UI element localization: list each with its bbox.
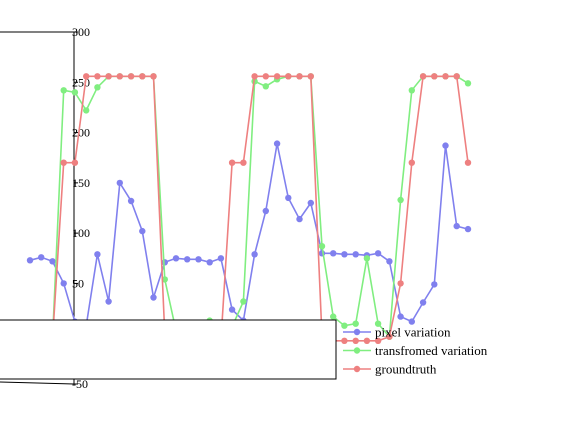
data-point (397, 313, 403, 319)
data-point (431, 73, 437, 79)
data-point (285, 195, 291, 201)
data-point (454, 73, 460, 79)
legend: pixel variation transfromed variation grou… (0, 320, 488, 379)
data-point (465, 226, 471, 232)
frame-bottom-line (0, 382, 74, 384)
data-point (61, 160, 67, 166)
data-point (72, 160, 78, 166)
data-point (229, 160, 235, 166)
data-point (150, 73, 156, 79)
legend-swatch-marker (354, 329, 360, 335)
data-point (397, 197, 403, 203)
data-point (420, 299, 426, 305)
data-point (218, 255, 224, 261)
data-point (397, 280, 403, 286)
data-point (353, 251, 359, 257)
data-point (263, 83, 269, 89)
data-point (353, 338, 359, 344)
data-point (330, 250, 336, 256)
data-point (353, 321, 359, 327)
data-point (105, 298, 111, 304)
data-point (61, 87, 67, 93)
data-point (27, 257, 33, 263)
data-point (465, 160, 471, 166)
data-point (296, 73, 302, 79)
data-point (364, 338, 370, 344)
data-point (240, 160, 246, 166)
data-point (251, 251, 257, 257)
legend-label: transfromed variation (375, 343, 488, 358)
data-point (341, 323, 347, 329)
data-point (330, 313, 336, 319)
overlay-box (0, 320, 336, 379)
data-point (139, 73, 145, 79)
data-point (229, 306, 235, 312)
data-point (128, 73, 134, 79)
data-point (274, 140, 280, 146)
data-point (454, 223, 460, 229)
data-point (117, 73, 123, 79)
series-groundtruth (27, 73, 471, 344)
data-point (207, 259, 213, 265)
data-point (263, 73, 269, 79)
data-point (49, 258, 55, 264)
data-point (251, 73, 257, 79)
legend-entry: groundtruth (343, 362, 437, 377)
data-point (61, 280, 67, 286)
y-tick-label: 200 (72, 126, 90, 140)
y-tick-label: 50 (72, 276, 84, 290)
data-point (150, 294, 156, 300)
data-point (465, 80, 471, 86)
legend-entry: pixel variation (343, 325, 451, 340)
legend-label: groundtruth (375, 362, 437, 377)
data-point (319, 243, 325, 249)
legend-swatch-marker (354, 366, 360, 372)
data-point (375, 250, 381, 256)
legend-entry: transfromed variation (343, 343, 488, 358)
series-layer (27, 73, 471, 344)
data-point (420, 73, 426, 79)
data-point (94, 251, 100, 257)
y-tick-label: 100 (72, 226, 90, 240)
data-point (38, 254, 44, 260)
data-point (83, 73, 89, 79)
data-point (105, 73, 111, 79)
data-point (308, 73, 314, 79)
series-line (30, 76, 468, 341)
legend-swatch-marker (354, 347, 360, 353)
data-point (274, 73, 280, 79)
data-point (308, 200, 314, 206)
data-point (442, 142, 448, 148)
data-point (173, 255, 179, 261)
data-point (386, 258, 392, 264)
legend-label: pixel variation (375, 325, 451, 340)
data-point (409, 160, 415, 166)
data-point (184, 256, 190, 262)
data-point (139, 228, 145, 234)
data-point (364, 255, 370, 261)
series-line (30, 144, 468, 326)
data-point (128, 198, 134, 204)
data-point (162, 259, 168, 265)
data-point (195, 256, 201, 262)
data-point (285, 73, 291, 79)
data-point (117, 180, 123, 186)
data-point (240, 298, 246, 304)
data-point (296, 216, 302, 222)
data-point (72, 89, 78, 95)
data-point (409, 87, 415, 93)
data-point (431, 281, 437, 287)
data-point (83, 107, 89, 113)
data-point (341, 251, 347, 257)
data-point (94, 84, 100, 90)
data-point (94, 73, 100, 79)
data-point (442, 73, 448, 79)
y-tick-label: 150 (72, 176, 90, 190)
data-point (341, 338, 347, 344)
y-tick-label: 300 (72, 25, 90, 39)
data-point (263, 208, 269, 214)
